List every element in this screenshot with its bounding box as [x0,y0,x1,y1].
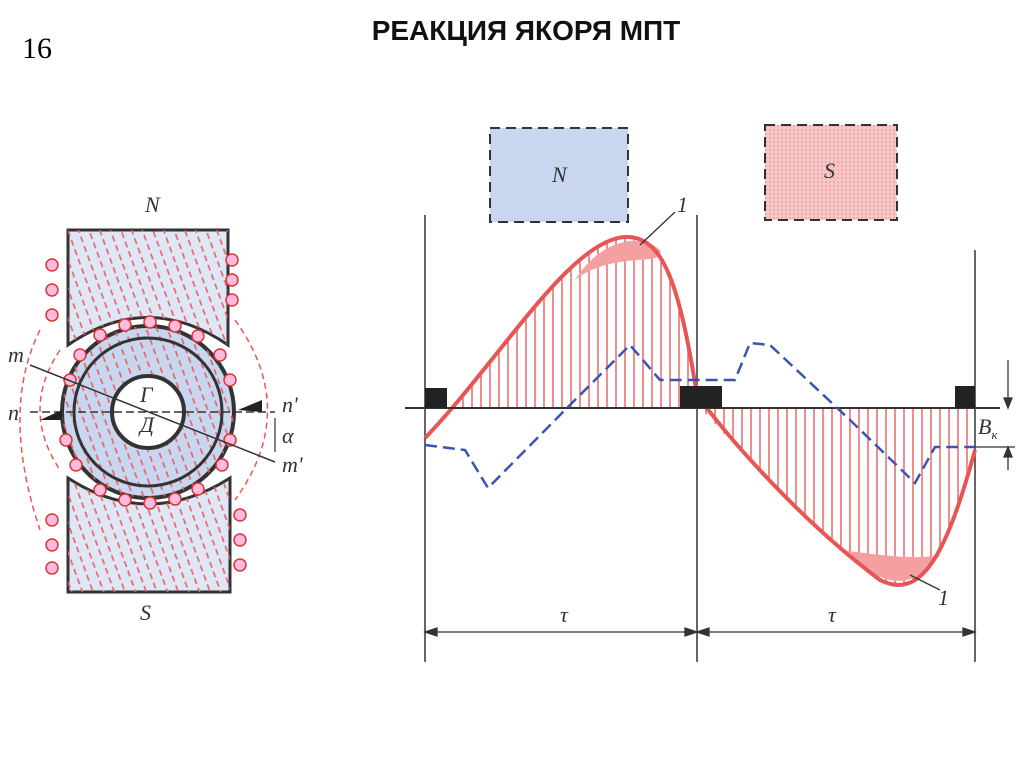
curve-label: 1 [938,585,949,610]
angle-label: α [282,423,294,448]
brush-width: Bк [978,414,998,442]
shaft-label: Г [139,382,154,407]
pole-label: N [551,162,568,187]
pole-label: S [140,600,151,625]
line-label: n' [282,392,298,417]
b-symbol: B [978,414,991,439]
title: РЕАКЦИЯ ЯКОРЯ МПТ [372,15,681,46]
pole-pitch: τ [828,602,837,627]
shaft-label: Д [138,412,155,437]
pole-pitch: τ [560,602,569,627]
line-label: m' [282,452,303,477]
line-label: n [8,400,19,425]
curve-label: 1 [677,192,688,217]
pole-label: S [824,158,835,183]
b-subscript: к [991,427,998,442]
machine-section: N S m n n' m' Г Д α [8,192,303,625]
line-label: m [8,342,24,367]
field-diagram: N S 1 1 τ τ Bк [405,124,1015,662]
page-number: 16 [22,32,52,65]
pole-label: N [144,192,161,217]
